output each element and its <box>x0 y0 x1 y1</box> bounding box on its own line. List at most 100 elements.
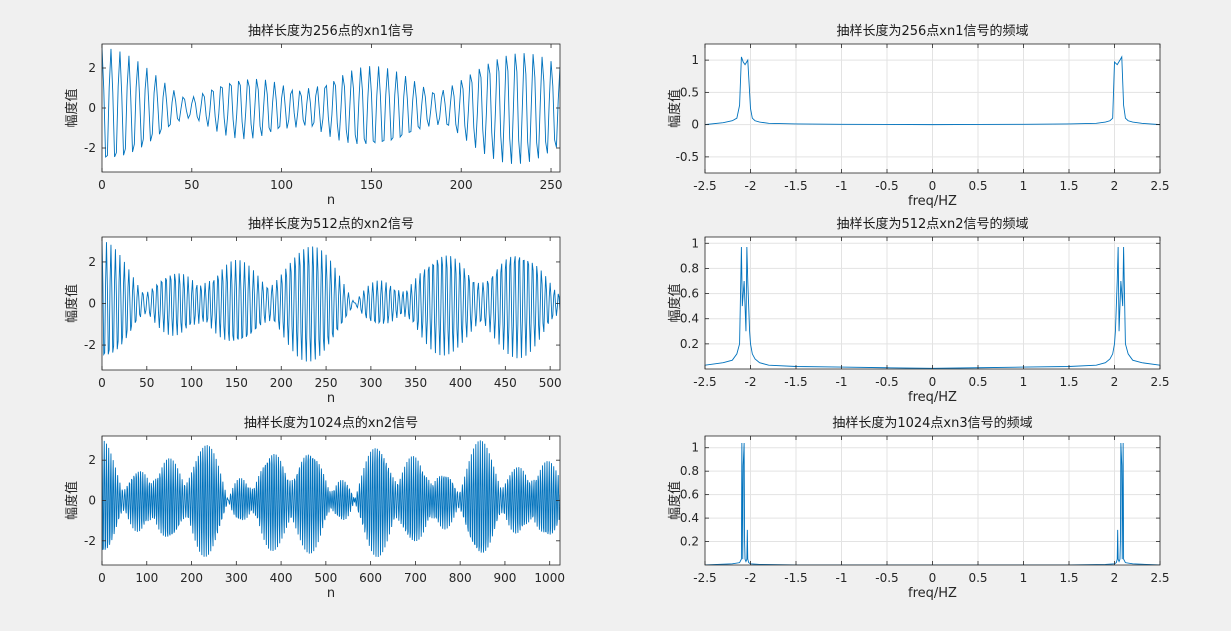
y-axis-label: 幅度值 <box>64 284 80 323</box>
y-axis-label: 幅度值 <box>64 88 80 127</box>
series-line <box>102 440 560 557</box>
y-tick-label: 0.2 <box>680 337 699 351</box>
y-tick-label: 1 <box>691 236 699 250</box>
chart-freq-1024: -2.5 -2 -1.5 -1 -0.5 0 0.5 1 1.5 2 2.5 0.2 0.4 0.6 0.8… <box>667 415 1170 601</box>
chart-time-1024: 0 100 200 300 400 500 600 700 800 900 1000 -2 0 2 抽样长度… <box>64 415 565 601</box>
x-tick-label: 150 <box>225 376 248 390</box>
y-tick-label: 2 <box>88 453 96 467</box>
x-tick-label: 1.5 <box>1059 375 1078 389</box>
x-tick-label: 400 <box>270 571 293 585</box>
x-tick-label: 2.5 <box>1150 375 1169 389</box>
x-tick-label: 0.5 <box>968 375 987 389</box>
x-tick-label: 0 <box>929 571 937 585</box>
x-tick-label: 200 <box>450 178 473 192</box>
x-tick-label: 300 <box>359 376 382 390</box>
y-tick-label: 0.6 <box>680 287 699 301</box>
chart-title: 抽样长度为512点的xn2信号 <box>248 216 414 232</box>
y-tick-label: 0.2 <box>680 535 699 549</box>
x-tick-label: -0.5 <box>875 375 898 389</box>
x-tick-label: 0.5 <box>968 179 987 193</box>
x-tick-label: 450 <box>494 376 517 390</box>
x-tick-label: 250 <box>540 178 563 192</box>
y-tick-label: 0.4 <box>680 312 699 326</box>
x-axis-label: freq/HZ <box>908 586 957 601</box>
x-tick-label: 1000 <box>534 571 565 585</box>
y-axis-label: 幅度值 <box>667 481 683 520</box>
x-tick-label: -2 <box>745 375 757 389</box>
x-tick-label: 0 <box>929 179 937 193</box>
x-tick-label: 0 <box>98 571 106 585</box>
x-tick-label: 2 <box>1111 179 1119 193</box>
x-tick-label: 100 <box>180 376 203 390</box>
x-tick-label: 200 <box>180 571 203 585</box>
x-tick-label: 100 <box>135 571 158 585</box>
x-tick-label: 500 <box>314 571 337 585</box>
chart-title: 抽样长度为1024点xn3信号的频域 <box>832 415 1032 431</box>
x-tick-label: 350 <box>404 376 427 390</box>
chart-title: 抽样长度为256点xn1信号的频域 <box>836 23 1028 39</box>
series-line <box>705 55 1160 126</box>
y-tick-label: 1 <box>691 441 699 455</box>
x-tick-label: -0.5 <box>875 571 898 585</box>
x-tick-label: 50 <box>139 376 154 390</box>
x-axis-label: freq/HZ <box>908 194 957 209</box>
y-tick-label: 0 <box>88 494 96 508</box>
x-tick-label: 2 <box>1111 375 1119 389</box>
x-tick-label: -2.5 <box>693 571 716 585</box>
x-tick-label: -2 <box>745 179 757 193</box>
y-tick-label: 2 <box>88 255 96 269</box>
y-tick-label: -0.5 <box>676 150 699 164</box>
chart-title: 抽样长度为256点的xn1信号 <box>248 23 414 39</box>
x-tick-label: 1.5 <box>1059 179 1078 193</box>
x-tick-label: 150 <box>360 178 383 192</box>
chart-time-512: 0 50 100 150 200 250 300 350 400 450 500 -2 0 2 抽样长度为5… <box>64 216 562 406</box>
chart-freq-512: -2.5 -2 -1.5 -1 -0.5 0 0.5 1 1.5 2 2.5 0.2 0.4 0.6 0.8… <box>667 216 1170 405</box>
x-tick-label: 0 <box>98 178 106 192</box>
x-tick-label: -2.5 <box>693 375 716 389</box>
x-tick-label: 1 <box>1020 571 1028 585</box>
x-tick-label: 500 <box>539 376 562 390</box>
x-tick-label: 400 <box>449 376 472 390</box>
y-tick-label: -2 <box>84 534 96 548</box>
x-tick-label: 2.5 <box>1150 571 1169 585</box>
plot-area <box>102 44 560 172</box>
x-tick-label: 250 <box>315 376 338 390</box>
y-axis-label: 幅度值 <box>64 481 80 520</box>
x-tick-label: 300 <box>225 571 248 585</box>
x-tick-label: 200 <box>270 376 293 390</box>
x-tick-label: 0 <box>98 376 106 390</box>
x-tick-label: 700 <box>404 571 427 585</box>
x-tick-label: 2 <box>1111 571 1119 585</box>
x-tick-label: 100 <box>270 178 293 192</box>
y-tick-label: 0 <box>691 118 699 132</box>
x-tick-label: -1.5 <box>784 179 807 193</box>
chart-title: 抽样长度为512点xn2信号的频域 <box>836 216 1028 232</box>
x-tick-label: 0 <box>929 375 937 389</box>
x-tick-label: -1 <box>836 375 848 389</box>
series-line <box>705 443 1160 565</box>
x-tick-label: 1.5 <box>1059 571 1078 585</box>
x-tick-label: 50 <box>184 178 199 192</box>
y-axis-label: 幅度值 <box>667 89 683 128</box>
x-tick-label: -2 <box>745 571 757 585</box>
x-tick-label: 0.5 <box>968 571 987 585</box>
x-axis-label: n <box>327 193 335 208</box>
x-tick-label: 800 <box>449 571 472 585</box>
y-tick-label: -2 <box>84 338 96 352</box>
y-tick-label: 0 <box>88 101 96 115</box>
chart-freq-256: -2.5 -2 -1.5 -1 -0.5 0 0.5 1 1.5 2 2.5 -0.5 0 0.5 1 抽样长… <box>667 23 1170 209</box>
y-tick-label: 0 <box>88 297 96 311</box>
x-axis-label: n <box>327 586 335 601</box>
x-tick-label: -1.5 <box>784 375 807 389</box>
x-tick-label: -0.5 <box>875 179 898 193</box>
x-tick-label: -1.5 <box>784 571 807 585</box>
series-line <box>102 47 560 164</box>
x-tick-label: -1 <box>836 571 848 585</box>
chart-title: 抽样长度为1024点的xn2信号 <box>244 415 418 431</box>
x-axis-label: freq/HZ <box>908 390 957 405</box>
x-tick-label: 1 <box>1020 375 1028 389</box>
y-tick-label: -2 <box>84 141 96 155</box>
y-tick-label: 0.6 <box>680 488 699 502</box>
x-tick-label: -1 <box>836 179 848 193</box>
